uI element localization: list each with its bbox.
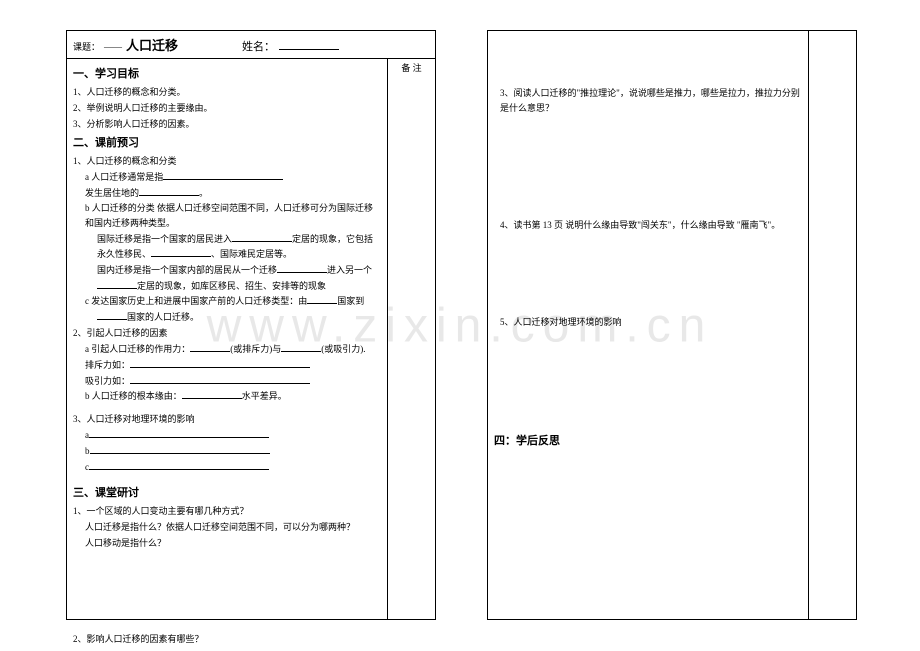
section-2-title: 二、课前预习 <box>73 134 381 152</box>
s2-q1c-line2: 国家的人口迁移。 <box>73 310 381 325</box>
s2-q1b-dom1-post: 进入另一个 <box>327 265 372 275</box>
blank[interactable] <box>89 461 269 470</box>
blank[interactable] <box>232 233 292 242</box>
header-row: 课题： —— 人口迁移 姓名： <box>67 31 435 59</box>
s2-q1b-intl1-pre: 国际迁移是指一个国家的居民进入 <box>97 234 232 244</box>
s2-q2a-pull: 吸引力如： <box>73 374 381 389</box>
blank[interactable] <box>163 171 283 180</box>
s1-item-1: 1、人口迁移的概念和分类。 <box>73 85 381 100</box>
s2-q1c-post: 国家的人口迁移。 <box>127 312 199 322</box>
s2-q3-a: a <box>73 428 381 443</box>
worksheet-page-left: 课题： —— 人口迁移 姓名： 一、学习目标 1、人口迁移的概念和分类。 2、举… <box>66 30 436 620</box>
s2-q1b-dom2-text: 定居的现象，如库区移民、招生、安排等的现象 <box>137 281 326 291</box>
s2-q3: 3、人口迁移对地理环境的影响 <box>73 412 381 427</box>
worksheet-page-right: 3、阅读人口迁移的"推拉理论"，说说哪些是推力，哪些是拉力，推拉力分别是什么意思… <box>487 30 857 620</box>
s2-q1b-intro: b 人口迁移的分类 依据人口迁移空间范围不同，人口迁移可分为国际迁移和国内迁移两… <box>73 201 381 231</box>
right-q5: 5、人口迁移对地理环境的影响 <box>494 315 802 330</box>
s2-q2b: b 人口迁移的根本缘由： 水平差异。 <box>73 389 381 404</box>
blank[interactable] <box>139 187 199 196</box>
s2-q1b-dom2: 定居的现象，如库区移民、招生、安排等的现象 <box>73 279 381 294</box>
notes-column-right <box>808 31 856 619</box>
blank[interactable] <box>130 359 310 368</box>
s2-q1: 1、人口迁移的概念和分类 <box>73 154 381 169</box>
s2-q1b-intl2: 、国际难民定居等。 <box>211 249 292 259</box>
s2-q2b-post: 水平差异。 <box>242 391 287 401</box>
blank[interactable] <box>89 429 269 438</box>
blank[interactable] <box>277 264 327 273</box>
notes-column-left: 备 注 <box>387 59 435 619</box>
s3-q1-l3: 人口移动是指什么？ <box>73 536 381 551</box>
topic-dash: —— <box>104 42 122 52</box>
s2-q1a: a 人口迁移通常是指 <box>73 170 381 185</box>
s2-q1b-dom1-pre: 国内迁移是指一个国家内部的居民从一个迁移 <box>97 265 277 275</box>
s2-q2a-push-label: 排斥力如： <box>85 360 130 370</box>
s2-q2: 2、引起人口迁移的因素 <box>73 326 381 341</box>
s1-item-3: 3、分析影响人口迁移的因素。 <box>73 117 381 132</box>
s3-q1-l1: 1、一个区域的人口变动主要有哪几种方式？ <box>73 504 381 519</box>
blank[interactable] <box>190 343 230 352</box>
blank[interactable] <box>307 295 337 304</box>
blank[interactable] <box>130 375 310 384</box>
blank[interactable] <box>151 248 211 257</box>
s2-q1a-post: 发生居住地的 <box>85 188 139 198</box>
blank[interactable] <box>281 343 321 352</box>
s2-q1c-mid: 国家到 <box>337 296 364 306</box>
body-wrap-right: 3、阅读人口迁移的"推拉理论"，说说哪些是推力，哪些是拉力，推拉力分别是什么意思… <box>488 31 856 619</box>
body-wrap-left: 一、学习目标 1、人口迁移的概念和分类。 2、举例说明人口迁移的主要缘由。 3、… <box>67 59 435 619</box>
s2-q1c-pre: c 发达国家历史上和进展中国家产前的人口迁移类型：由 <box>85 296 307 306</box>
right-q3: 3、阅读人口迁移的"推拉理论"，说说哪些是推力，哪些是拉力，推拉力分别是什么意思… <box>494 86 802 116</box>
section-3-title: 三、课堂研讨 <box>73 484 381 502</box>
topic-title: 人口迁移 <box>126 35 178 54</box>
notes-label: 备 注 <box>401 63 421 73</box>
main-column-right: 3、阅读人口迁移的"推拉理论"，说说哪些是推力，哪些是拉力，推拉力分别是什么意思… <box>488 31 808 619</box>
section-1-title: 一、学习目标 <box>73 65 381 83</box>
main-column-left: 一、学习目标 1、人口迁移的概念和分类。 2、举例说明人口迁移的主要缘由。 3、… <box>67 59 387 619</box>
name-label: 姓名： <box>242 38 275 54</box>
s2-q2a: a 引起人口迁移的作用力： (或排斥力)与 (或吸引力). <box>73 342 381 357</box>
name-input-line[interactable] <box>279 39 339 50</box>
s2-q1a-pre: a 人口迁移通常是指 <box>85 172 163 182</box>
blank[interactable] <box>90 445 270 454</box>
blank[interactable] <box>182 390 242 399</box>
s2-q2b-pre: b 人口迁移的根本缘由： <box>85 391 182 401</box>
right-q4: 4、读书第 13 页 说明什么缘由导致"闯关东"，什么缘由导致 "雁南飞"。 <box>494 218 802 233</box>
s2-q3-b: b <box>73 444 381 459</box>
s3-q1-l2: 人口迁移是指什么？依据人口迁移空间范围不同，可以分为哪两种？ <box>73 520 381 535</box>
blank[interactable] <box>97 280 137 289</box>
topic-label: 课题： <box>73 40 100 53</box>
s2-q2a-push: 排斥力如： <box>73 358 381 373</box>
s2-q1b-intl: 国际迁移是指一个国家的居民进入定居的现象，它包括永久性移民、、国际难民定居等。 <box>73 232 381 262</box>
header-main: 课题： —— 人口迁移 姓名： <box>67 31 435 58</box>
s2-q2a-mid2: (或吸引力). <box>321 344 365 354</box>
s2-q1a-line2: 发生居住地的。 <box>73 186 381 201</box>
blank[interactable] <box>97 311 127 320</box>
s2-q2a-mid1: (或排斥力)与 <box>230 344 281 354</box>
section-4-title: 四：学后反思 <box>494 432 802 450</box>
s2-q3-c: c <box>73 460 381 475</box>
s2-q2a-pull-label: 吸引力如： <box>85 376 130 386</box>
s2-q1c: c 发达国家历史上和进展中国家产前的人口迁移类型：由 国家到 <box>73 294 381 309</box>
s2-q1b-dom: 国内迁移是指一个国家内部的居民从一个迁移 进入另一个 <box>73 263 381 278</box>
s3-q2: 2、影响人口迁移的因素有哪些？ <box>73 632 381 647</box>
s2-q2a-pre: a 引起人口迁移的作用力： <box>85 344 190 354</box>
s1-item-2: 2、举例说明人口迁移的主要缘由。 <box>73 101 381 116</box>
